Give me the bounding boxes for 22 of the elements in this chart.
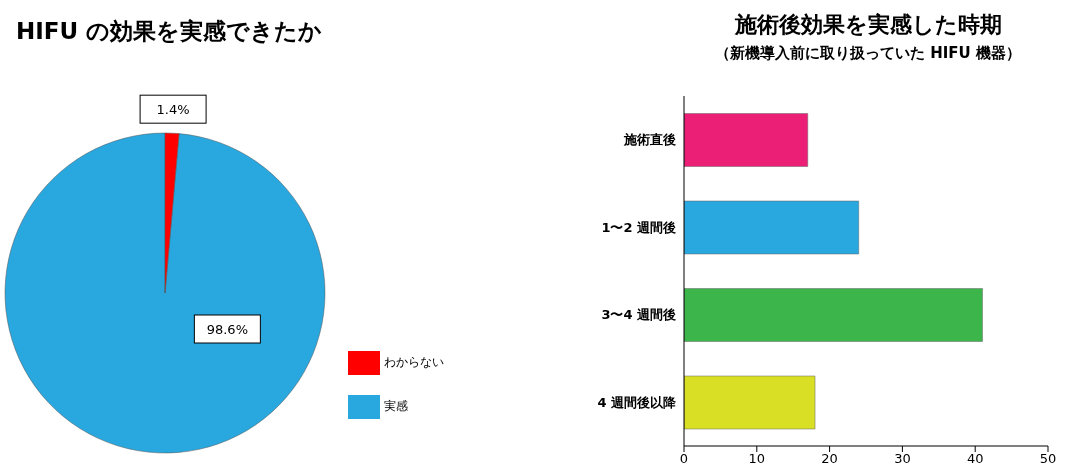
chart-title: HIFU の効果を実感できたか xyxy=(16,17,323,46)
data-label: 1.4% xyxy=(156,102,190,118)
legend-label: 実感 xyxy=(384,399,408,413)
bar xyxy=(684,375,816,430)
y-tick-label: 1〜2 週間後 xyxy=(601,219,676,235)
bar xyxy=(684,113,809,167)
bar xyxy=(684,200,859,255)
chart-subtitle: （新機導入前に取り扱っていた HIFU 機器） xyxy=(714,44,1022,63)
y-tick-label: 施術直後 xyxy=(623,132,676,148)
chart-title: 施術後効果を実感した時期 xyxy=(733,11,1003,39)
x-tick-label: 50 xyxy=(1039,451,1057,467)
bar xyxy=(684,288,983,342)
x-tick-label: 0 xyxy=(679,451,689,467)
x-tick-label: 20 xyxy=(821,451,838,467)
x-tick-label: 10 xyxy=(748,451,766,467)
data-label: 98.6% xyxy=(206,322,249,337)
legend-label: わからない xyxy=(384,355,444,369)
y-tick-label: 3〜4 週間後 xyxy=(601,307,676,323)
pie-slice xyxy=(4,132,325,454)
x-tick-label: 30 xyxy=(894,451,911,467)
x-tick-label: 40 xyxy=(966,451,984,467)
y-tick-label: 4 週間後以降 xyxy=(597,394,677,410)
